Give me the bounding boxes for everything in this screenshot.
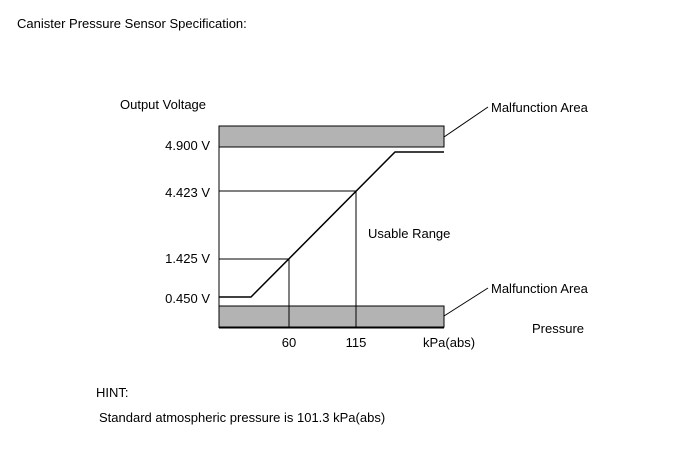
usable-range-label: Usable Range — [368, 226, 451, 241]
y-tick-label-1425: 1.425 V — [165, 251, 210, 266]
output-voltage-curve — [219, 151, 444, 298]
page-title: Canister Pressure Sensor Specification: — [17, 16, 247, 31]
leader-line-upper — [443, 106, 489, 138]
hint-heading: HINT: — [96, 385, 129, 400]
x-tick-label-60: 60 — [281, 335, 297, 350]
malfunction-area-upper-label: Malfunction Area — [491, 100, 588, 115]
leader-line-lower — [443, 287, 489, 317]
x-tick-label-115: 115 — [345, 335, 367, 350]
y-tick-label-4423: 4.423 V — [165, 185, 210, 200]
y-tick-label-4900: 4.900 V — [165, 138, 210, 153]
malfunction-area-lower-label: Malfunction Area — [491, 281, 588, 296]
hint-text: Standard atmospheric pressure is 101.3 k… — [99, 410, 386, 425]
malfunction-band-lower — [218, 305, 445, 328]
malfunction-band-upper — [218, 125, 445, 148]
x-axis-label: Pressure — [532, 321, 585, 336]
y-axis-label: Output Voltage — [120, 97, 207, 112]
y-tick-label-0450: 0.450 V — [165, 291, 210, 306]
x-axis-unit: kPa(abs) — [423, 335, 476, 350]
